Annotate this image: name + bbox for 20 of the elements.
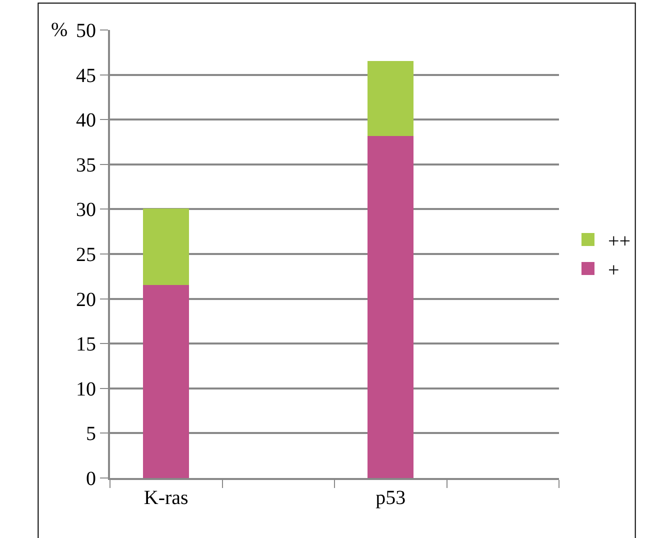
y-tick-label: 15 bbox=[76, 334, 96, 356]
y-tick-label: 50 bbox=[76, 20, 96, 42]
y-tick-label: 45 bbox=[76, 64, 96, 87]
x-tick-label: p53 bbox=[376, 487, 406, 509]
y-tick-label: 0 bbox=[86, 468, 96, 490]
bar bbox=[143, 284, 190, 478]
y-tick-label: 5 bbox=[86, 423, 96, 446]
y-tick-label: 10 bbox=[76, 378, 96, 400]
y-axis-title: % bbox=[51, 19, 68, 41]
y-tick-label: 20 bbox=[76, 288, 96, 311]
bar bbox=[143, 208, 190, 285]
y-tick-label: 40 bbox=[76, 110, 96, 132]
y-tick-label: 25 bbox=[76, 244, 96, 266]
bar bbox=[368, 60, 414, 136]
legend-label: ++ bbox=[608, 230, 631, 252]
bar bbox=[368, 135, 414, 478]
legend-label: + bbox=[608, 259, 620, 282]
y-tick-label: 30 bbox=[76, 199, 96, 222]
y-tick-label: 35 bbox=[76, 154, 96, 176]
x-tick-label: K-ras bbox=[144, 487, 189, 509]
